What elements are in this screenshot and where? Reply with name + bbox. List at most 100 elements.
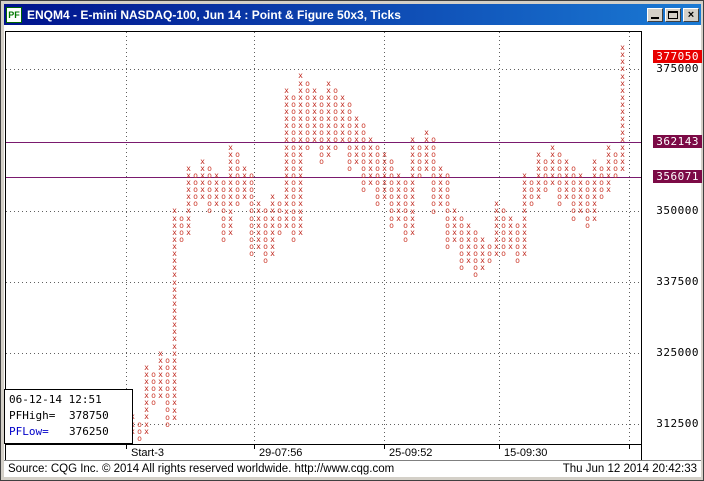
pf-column: x x x x x [508,213,513,251]
pf-column: x x x x x x [424,128,429,173]
close-button[interactable]: × [683,7,699,22]
grid-line-horizontal [6,282,641,284]
pf-column: x x x x x x [564,156,569,202]
pf-column: o o o o o [417,142,422,180]
time-axis-label: Start-3 [131,447,165,459]
pf-high-value: 378750 [69,409,109,422]
pf-column: o o o o o o o o o o o [431,135,436,216]
grid-line-horizontal [6,424,641,426]
maximize-icon [668,10,678,19]
pf-column: x x x x x x x x x x x x x x x x x x x x [284,85,289,230]
pf-column: o o o o o o o o [557,149,562,209]
pf-low-row: PFLow= 376250 [9,424,128,440]
status-source-text: Source: CQG Inc. © 2014 All rights reser… [8,463,395,475]
plot-area[interactable]: x x xo o ox x x x x x x x x xo o o o ox … [6,32,641,444]
pf-low-value: 376250 [69,425,109,438]
pf-column: x x x x x x x [354,114,359,166]
pf-column: o o o o o o o [501,206,506,259]
pf-column: x x x x x x x x x x [186,163,191,237]
grid-line-vertical [384,32,385,444]
time-axis-label: 15-09:30 [504,447,548,459]
grid-line-vertical [126,32,127,444]
app-icon: PF [6,6,22,23]
pf-column: o o o o o o o o o o [305,78,310,152]
pf-column: x x x x x x [466,220,471,266]
pf-column: x x x x x x x x x [270,192,275,259]
pf-column: x x x x x x x [340,92,345,145]
pf-high-label: PFHigh= [9,409,56,422]
pf-column: x x x x x x x x x x x x x x x x x x x x … [172,206,177,422]
grid-line-vertical [499,32,500,444]
pf-low-label: PFLow= [9,425,49,438]
price-label: 312500 [656,417,699,431]
pf-column: x x x x x x x x x [592,156,597,223]
pf-column: x x x x x x [200,156,205,202]
pf-column: x x x x x [242,163,247,202]
pf-column: o o o o o o o o [263,206,268,266]
time-axis-label: 25-09:52 [389,447,433,459]
pf-column: o o o o o [277,199,282,237]
minimize-icon [651,16,659,19]
pf-column: o o o o o o o o o o [389,156,394,230]
time-axis: Start-3 29-07:56 25-09:52 15-09:30 [6,444,641,460]
status-datetime: Thu Jun 12 2014 20:42:33 [562,463,697,475]
pf-column: o o o o o [151,369,156,408]
price-label: 350000 [656,204,699,217]
grid-line-vertical [254,32,255,444]
price-label: 377050 [653,50,702,64]
price-label: 356071 [653,169,702,183]
pf-column: x x x x x x x [606,142,611,195]
time-axis-tick [254,445,255,449]
price-label: 375000 [656,61,699,75]
info-box: 06-12-14 12:51 PFHigh= 378750 PFLow= 37625… [4,389,133,444]
grid-line-horizontal [6,353,641,355]
pf-column: o o o o [613,149,618,180]
pf-column: o o o o o o o o o [375,142,380,209]
pf-column: o o o o o o o [207,163,212,216]
pf-high-row: PFHigh= 378750 [9,408,128,424]
maximize-button[interactable] [665,7,681,22]
level-line [6,176,641,178]
pf-column: x x x x x [452,206,457,244]
pf-column: x x x x x x x x x x x [326,78,331,159]
pf-column: o o o o o [599,163,604,202]
pf-column: x x x x x x x x x x x x x [228,142,233,237]
pf-column: x x x x x x [578,170,583,216]
pf-column: x x x x x x x x x x x x [522,170,527,259]
pf-column: o o o o o o o [585,178,590,230]
time-axis-tick [384,445,385,449]
pf-column: x x x x x x [438,163,443,209]
pf-column: o o o o o o o o o o [319,92,324,166]
pf-column: o o o o o o o o o o o o o o o o o o o o … [291,92,296,244]
price-axis: 377050 375000 362143 356071 350000 337500 3250… [645,31,703,461]
pf-column: o o o o o o o o [459,213,464,273]
pf-column: x x x x x x x [256,199,261,251]
chart-box: x x xo o ox x x x x x x x x xo o o o ox … [4,31,642,461]
pf-column: o o o o o o o [473,227,478,280]
pf-column: x x x x x x x x x x x x x x x x x x [620,43,625,173]
pf-column: o o o o o o o o [235,149,240,209]
pf-column: x x x x x x [550,142,555,188]
pf-column: o o o o o o o o o o [347,99,352,173]
time-axis-tick [126,445,127,449]
pf-column: x x x x x x x x [312,85,317,145]
pf-column: o o o o o [543,156,548,195]
chart-window-content: x x xo o ox x x x x x x x x xo o o o ox … [4,25,703,462]
grid-line-horizontal [6,211,641,212]
title-bar[interactable]: PF ENQM4 - E-mini NASDAQ-100, Jun 14 : P… [4,4,701,25]
close-icon: × [687,8,695,21]
pf-column: x x x x x x x x x x x x x x [410,135,415,237]
price-label: 337500 [656,275,699,289]
pf-column: o o o o [179,213,184,244]
minimize-button[interactable] [647,7,663,22]
pf-column: x x x x x x x [368,135,373,188]
window-title: ENQM4 - E-mini NASDAQ-100, Jun 14 : Poin… [27,7,401,22]
level-line [6,142,641,143]
pf-column: x x x x x x x [396,170,401,223]
pf-column: o o o o o o o o o o [165,355,170,429]
status-bar: Source: CQG Inc. © 2014 All rights reser… [4,460,701,477]
time-axis-label: 29-07:56 [259,447,303,459]
grid-line-vertical [629,32,630,444]
pf-column: x x x x x x x [536,149,541,202]
